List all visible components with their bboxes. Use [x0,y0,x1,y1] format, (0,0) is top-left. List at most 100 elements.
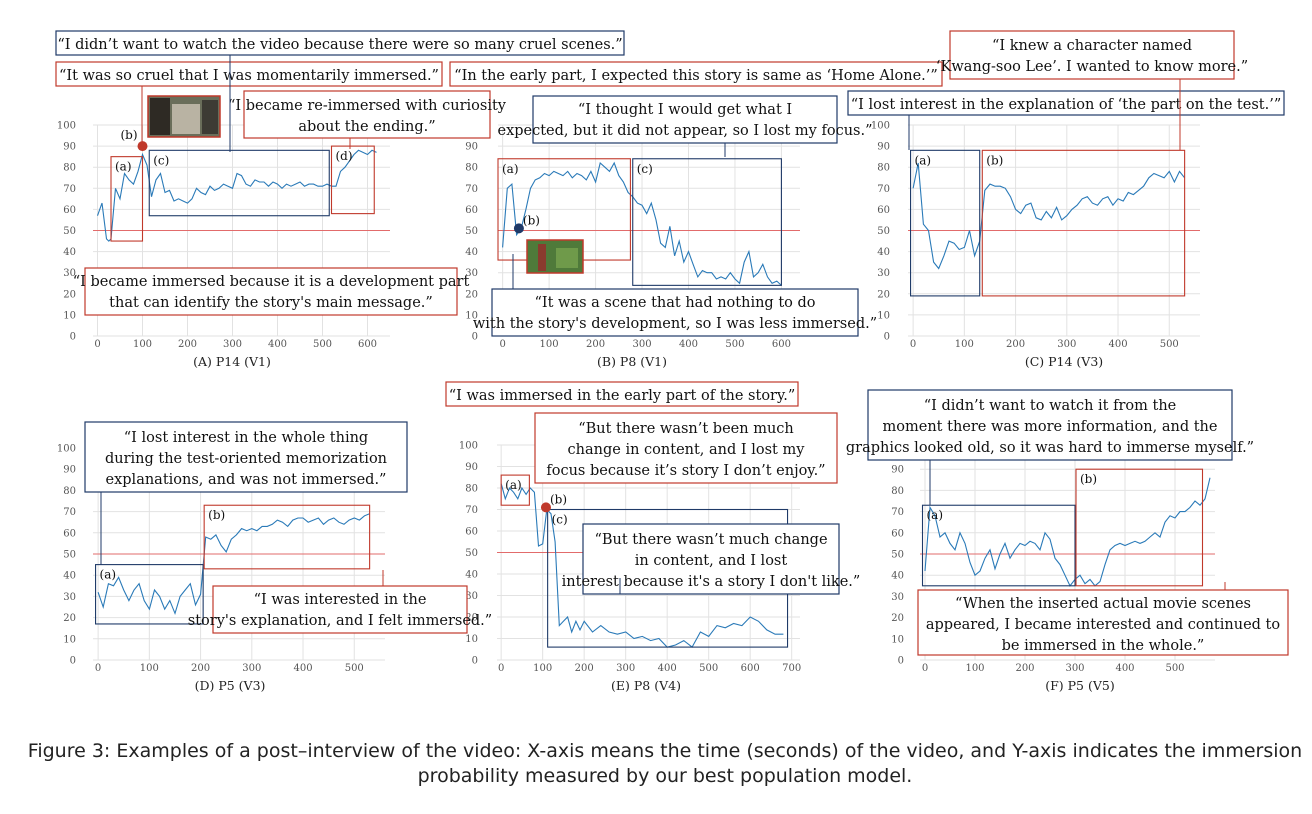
x-tick-label: 500 [725,339,744,350]
x-tick-label: 400 [293,663,312,674]
highlight-marker [540,502,551,513]
x-tick-label: 400 [268,339,287,350]
y-tick-label: 70 [63,184,76,195]
y-tick-label: 70 [465,505,478,516]
x-tick-label: 100 [965,663,984,674]
annotation-f-1: “When the inserted actual movie scenes ap… [926,596,1280,654]
annotation-a-3: “I became immersed because it is a devel… [73,274,470,311]
region-box [981,149,1186,297]
y-tick-label: 80 [465,163,478,174]
subplot-title: (E) P8 (V4) [611,678,681,693]
subplot-title: (F) P5 (V5) [1045,678,1114,693]
x-tick-label: 300 [1057,339,1076,350]
x-tick-label: 500 [1165,663,1184,674]
x-tick-label: 700 [782,663,801,674]
region-label: (a) [502,162,519,176]
y-tick-label: 50 [63,550,76,561]
region-box [148,149,330,217]
x-tick-label: 0 [922,663,928,674]
region-box [95,564,204,625]
y-tick-label: 70 [891,507,904,518]
x-tick-label: 0 [499,339,505,350]
annotation-f-0: “I didn’t want to watch it from the momen… [846,398,1254,456]
y-tick-label: 40 [891,571,904,582]
y-tick-label: 70 [63,507,76,518]
y-tick-label: 50 [63,226,76,237]
region-box [110,156,144,242]
annotation-b-2: “It was a scene that had nothing to do wi… [473,295,877,332]
highlight-marker [513,223,524,234]
annotation-a-1: “It was so cruel that I was momentarily … [59,68,439,84]
x-tick-label: 400 [1108,339,1127,350]
series-line [500,483,784,648]
region-label: (c) [637,162,653,176]
chart-panel-c: 0 10 20 30 40 50 60 70 80 90 100 0 100 200 300 400 500 (C… [871,121,1200,369]
x-tick-label: 200 [1015,663,1034,674]
region-label: (a) [100,568,117,582]
x-tick-label: 300 [223,339,242,350]
region-box [330,145,375,215]
y-tick-label: 30 [465,591,478,602]
video-thumbnail-b [526,239,584,274]
y-tick-label: 20 [891,613,904,624]
x-tick-label: 200 [178,339,197,350]
region-label: (c) [552,513,568,527]
x-tick-label: 400 [679,339,698,350]
region-label: (a) [927,508,944,522]
region-label: (b) [208,508,225,522]
y-tick-label: 0 [70,656,76,667]
y-tick-label: 60 [63,205,76,216]
x-tick-label: 200 [575,663,594,674]
y-tick-label: 60 [877,205,890,216]
x-tick-label: 600 [772,339,791,350]
region-label: (a) [505,478,522,492]
y-tick-label: 0 [472,332,478,343]
x-tick-label: 100 [540,339,559,350]
y-tick-label: 0 [70,332,76,343]
x-tick-label: 100 [955,339,974,350]
series-line [924,477,1211,587]
y-tick-label: 80 [63,163,76,174]
x-tick-label: 100 [533,663,552,674]
y-tick-label: 90 [63,142,76,153]
y-tick-label: 50 [877,226,890,237]
region-box [910,149,981,297]
annotation-e-1: “But there wasn’t been much change in con… [546,421,825,479]
y-tick-label: 10 [465,310,478,321]
y-tick-label: 90 [465,462,478,473]
annotation-b-0: “In the early part, I expected this stor… [454,68,938,84]
y-tick-label: 40 [877,247,890,258]
y-tick-label: 10 [63,634,76,645]
y-tick-label: 80 [891,486,904,497]
connectors [100,55,931,594]
region-box [500,474,530,506]
y-tick-label: 0 [472,656,478,667]
y-tick-label: 60 [465,527,478,538]
series-line [96,149,377,242]
x-tick-label: 400 [658,663,677,674]
y-tick-label: 90 [891,465,904,476]
region-box [632,158,782,286]
x-tick-label: 300 [1065,663,1084,674]
annotation-layer: (a) (c) (d) (b) (a) (c) (b) (a) (b) (a) (b) (a) (c) (… [95,128,1204,648]
series-line [502,161,782,286]
y-tick-label: 100 [459,441,478,452]
subplot-title: (C) P14 (V3) [1025,354,1103,369]
y-tick-label: 80 [465,484,478,495]
x-tick-label: 300 [616,663,635,674]
annotation-c-1: “I lost interest in the explanation of ‘… [851,97,1281,113]
region-box [921,504,1076,587]
y-tick-label: 50 [465,226,478,237]
annotation-a-0: “I didn’t want to watch the video becaus… [57,37,622,53]
x-tick-label: 600 [358,339,377,350]
y-tick-label: 30 [465,268,478,279]
x-tick-label: 600 [741,663,760,674]
marker-label: (b) [523,213,540,227]
y-tick-label: 90 [877,142,890,153]
x-tick-label: 200 [191,663,210,674]
y-tick-label: 50 [465,548,478,559]
y-tick-label: 20 [877,289,890,300]
annotation-e-0: “I was immersed in the early part of the… [449,388,796,404]
y-tick-label: 10 [63,310,76,321]
series-line [97,513,370,616]
